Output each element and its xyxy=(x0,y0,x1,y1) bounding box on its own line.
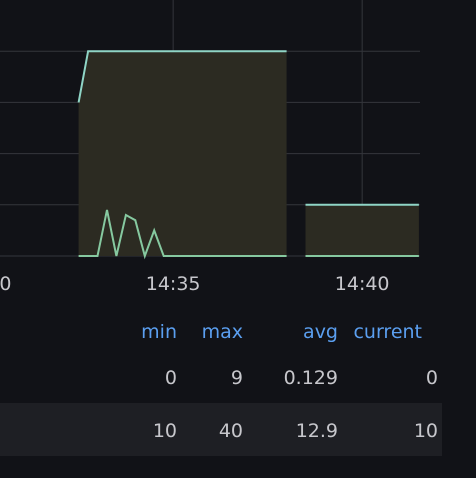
area xyxy=(305,204,419,256)
legend-header: avg xyxy=(303,321,338,343)
legend-value: 0.129 xyxy=(284,367,338,389)
legend-value: 0 xyxy=(165,367,177,389)
x-tick-label: 14:35 xyxy=(146,273,201,295)
line xyxy=(78,209,287,260)
legend-row-bg xyxy=(0,403,442,456)
legend-header: max xyxy=(202,321,243,343)
legend-value: 10 xyxy=(414,420,438,442)
x-tick-label: 14:40 xyxy=(335,273,390,295)
legend-header: min xyxy=(141,321,177,343)
legend-value: 0 xyxy=(426,367,438,389)
legend-value: 12.9 xyxy=(296,420,338,442)
x-tick-label: 14:30 xyxy=(0,273,12,295)
legend-value: 40 xyxy=(219,420,243,442)
legend-header: current xyxy=(353,321,422,343)
legend-value: 9 xyxy=(231,367,243,389)
area xyxy=(78,51,287,257)
legend-value: 10 xyxy=(153,420,177,442)
line xyxy=(77,50,287,103)
